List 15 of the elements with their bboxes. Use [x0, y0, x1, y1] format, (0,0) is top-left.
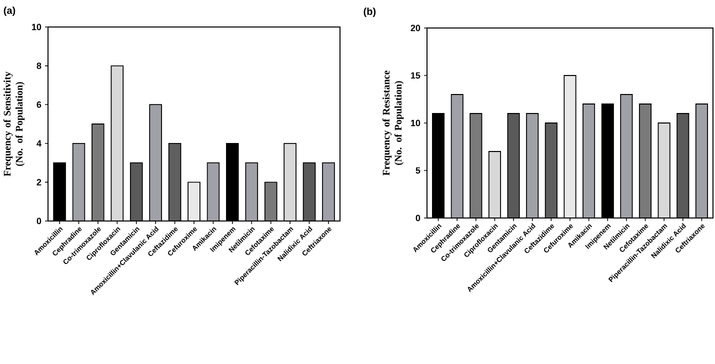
y-tick-label: 0	[36, 218, 42, 224]
y-tick-label: 10	[32, 24, 42, 30]
chart-title: (b)	[364, 8, 376, 17]
chart-title: (a)	[4, 6, 16, 16]
y-axis-title: Frequency of Sensitivity (No. of Population)	[3, 72, 25, 176]
y-tick-label: 6	[36, 101, 42, 108]
y-tick-label: 2	[36, 179, 42, 186]
y-tick-label: 20	[410, 24, 420, 32]
y-tick-label: 0	[416, 214, 420, 222]
y-tick-label: 15	[411, 72, 420, 79]
y-tick-label: 5	[416, 167, 420, 174]
y-tick-label: 8	[36, 62, 42, 69]
y-tick-label: 10	[411, 120, 420, 126]
y-axis-title: Frequency of Resistance (No. of Population)	[382, 70, 404, 176]
y-tick-label: 4	[36, 140, 42, 146]
